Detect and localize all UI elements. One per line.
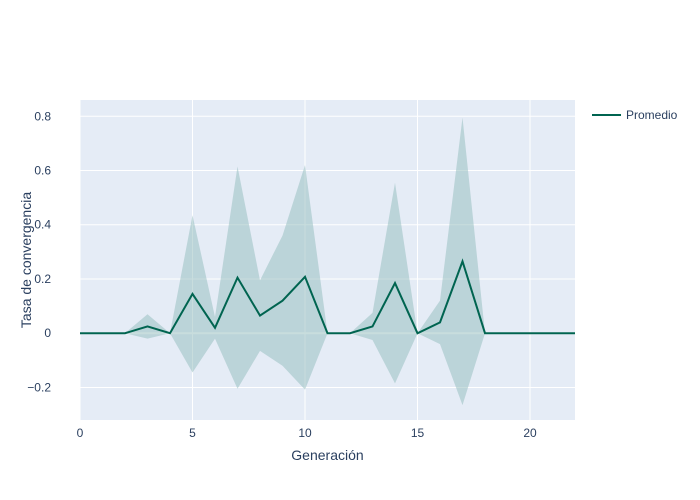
x-axis-title: Generación: [291, 447, 363, 463]
std-band: [80, 117, 575, 406]
legend-label-promedio: Promedio: [626, 108, 678, 122]
y-tick-label: 0: [44, 326, 51, 340]
y-tick-label: 0.8: [34, 109, 51, 123]
y-tick-labels: −0.2 0 0.2 0.4 0.6 0.8: [27, 109, 51, 394]
plot-background: [80, 100, 575, 420]
x-tick-label: 0: [77, 426, 84, 440]
y-tick-label: −0.2: [27, 380, 51, 394]
series-line-promedio: [80, 258, 575, 335]
y-axis-title: Tasa de convergencia: [18, 192, 34, 328]
y-tick-label: 0.6: [34, 164, 51, 178]
y-tick-label: 0.2: [34, 272, 51, 286]
x-tick-label: 5: [189, 426, 196, 440]
x-tick-label: 15: [411, 426, 425, 440]
x-tick-label: 20: [523, 426, 537, 440]
x-tick-labels: 0 5 10 15 20: [77, 426, 537, 440]
legend[interactable]: Promedio: [592, 108, 678, 122]
y-tick-label: 0.4: [34, 218, 51, 232]
x-tick-label: 10: [298, 426, 312, 440]
